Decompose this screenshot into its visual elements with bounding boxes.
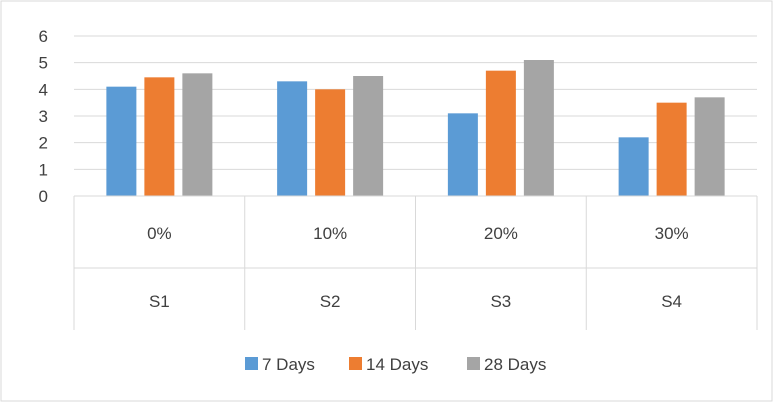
x-group-label: 20% xyxy=(484,224,518,243)
legend-swatch xyxy=(349,357,362,370)
bar-14-days xyxy=(144,77,175,196)
bar-28-days xyxy=(523,60,554,196)
legend-swatch xyxy=(245,357,258,370)
y-tick-label: 3 xyxy=(39,107,48,126)
x-tick-label: S1 xyxy=(149,292,170,311)
legend-label: 14 Days xyxy=(366,355,428,374)
y-tick-label: 4 xyxy=(39,80,48,99)
y-tick-label: 0 xyxy=(39,187,48,206)
bar-7-days xyxy=(447,113,478,196)
bar-28-days xyxy=(182,73,213,196)
bar-14-days xyxy=(656,102,687,196)
x-group-label: 30% xyxy=(655,224,689,243)
y-tick-label: 5 xyxy=(39,54,48,73)
y-tick-label: 6 xyxy=(39,27,48,46)
x-tick-label: S2 xyxy=(320,292,341,311)
x-group-label: 10% xyxy=(313,224,347,243)
x-tick-label: S3 xyxy=(490,292,511,311)
y-tick-label: 2 xyxy=(39,134,48,153)
bar-7-days xyxy=(277,81,308,196)
axes: 0 1 2 3 4 5 6 0% S1 10% S2 20% S3 30% S4 xyxy=(39,27,758,330)
bars xyxy=(106,60,725,196)
bar-7-days xyxy=(618,137,649,196)
bar-14-days xyxy=(485,70,516,196)
bar-7-days xyxy=(106,86,137,196)
x-group-label: 0% xyxy=(147,224,172,243)
y-tick-label: 1 xyxy=(39,160,48,179)
legend-swatch xyxy=(467,357,480,370)
x-tick-label: S4 xyxy=(661,292,682,311)
bar-28-days xyxy=(694,97,725,196)
bar-28-days xyxy=(353,76,384,196)
legend-label: 7 Days xyxy=(262,355,315,374)
legend-label: 28 Days xyxy=(484,355,546,374)
legend: 7 Days 14 Days 28 Days xyxy=(245,355,546,374)
bar-14-days xyxy=(315,89,346,196)
